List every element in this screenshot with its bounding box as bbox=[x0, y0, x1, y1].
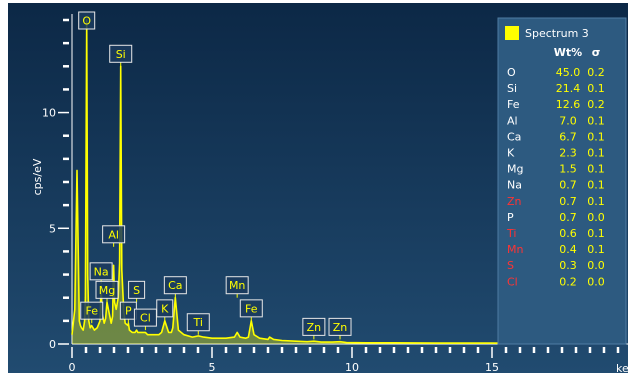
peak-label: Ca bbox=[168, 279, 182, 292]
spectrum-line bbox=[71, 19, 604, 345]
legend-element: O bbox=[507, 66, 516, 79]
peak-label-box bbox=[95, 280, 119, 299]
legend-wt: 12.6 bbox=[556, 98, 581, 111]
legend-sigma: 0.1 bbox=[587, 147, 605, 160]
legend-sigma: 0.1 bbox=[587, 130, 605, 143]
peak-label-box bbox=[109, 44, 133, 63]
peak-label: Cl bbox=[140, 312, 151, 325]
legend-series-name: Spectrum 3 bbox=[525, 27, 589, 40]
peak-label: K bbox=[161, 302, 169, 315]
peak-label-box bbox=[78, 11, 96, 30]
x-tick-label: 15 bbox=[485, 361, 499, 374]
legend-element: Mg bbox=[507, 163, 523, 176]
legend-element: Ca bbox=[507, 130, 521, 143]
peak-label: S bbox=[133, 284, 140, 297]
series-group bbox=[71, 19, 604, 345]
peak-label-box bbox=[128, 280, 146, 299]
peak-label-box bbox=[239, 299, 263, 318]
peak-label-box bbox=[89, 262, 113, 281]
legend-element: Mn bbox=[507, 243, 523, 256]
y-tick-label: 0 bbox=[49, 338, 56, 351]
legend-wt: 0.7 bbox=[559, 195, 577, 208]
legend-swatch bbox=[505, 26, 519, 40]
peak-label-box bbox=[156, 299, 174, 318]
peak-label: Si bbox=[116, 48, 126, 61]
peak-label-box bbox=[133, 308, 157, 327]
legend-sigma: 0.1 bbox=[587, 114, 605, 127]
legend-wt: 1.5 bbox=[559, 163, 577, 176]
peak-label: Mn bbox=[229, 279, 245, 292]
legend-wt: 7.0 bbox=[559, 114, 577, 127]
legend-sigma: 0.1 bbox=[587, 195, 605, 208]
legend: Spectrum 3 Wt% σ O 45.0 0.2 Si 21.4 0.1 Fe 12.6… bbox=[497, 17, 627, 345]
legend-element: Zn bbox=[507, 195, 522, 208]
legend-element: P bbox=[507, 211, 514, 224]
legend-sigma: 0.2 bbox=[587, 66, 605, 79]
legend-wt: 0.4 bbox=[559, 243, 577, 256]
peak-label: Ti bbox=[193, 316, 203, 329]
peak-label-box bbox=[302, 317, 326, 336]
x-axis: 0 5 10 15 bbox=[69, 343, 630, 374]
x-tick-label: 0 bbox=[69, 361, 76, 374]
legend-sigma: 0.0 bbox=[587, 211, 605, 224]
legend-sigma: 0.2 bbox=[587, 98, 605, 111]
x-axis-label: keV bbox=[616, 362, 630, 375]
y-axis: 0 5 10 bbox=[42, 14, 73, 351]
legend-wt: 45.0 bbox=[556, 66, 581, 79]
legend-col-wt: Wt% bbox=[554, 46, 582, 59]
legend-wt: 0.7 bbox=[559, 211, 577, 224]
legend-sigma: 0.1 bbox=[587, 179, 605, 192]
legend-sigma: 0.1 bbox=[587, 243, 605, 256]
legend-element: Al bbox=[507, 114, 518, 127]
legend-element: K bbox=[507, 147, 515, 160]
peak-label-box bbox=[328, 317, 352, 336]
peak-label: Fe bbox=[245, 302, 258, 315]
peak-label: Na bbox=[94, 265, 109, 278]
legend-sigma: 0.0 bbox=[587, 259, 605, 272]
peak-label: Al bbox=[108, 228, 119, 241]
x-tick-label: 10 bbox=[345, 361, 359, 374]
legend-wt: 0.6 bbox=[559, 227, 577, 240]
peak-label-box bbox=[186, 313, 210, 332]
legend-wt: 6.7 bbox=[559, 130, 577, 143]
legend-element: S bbox=[507, 259, 514, 272]
y-axis-label: cps/eV bbox=[31, 158, 44, 195]
peak-label: Mg bbox=[99, 284, 115, 297]
peak-label-box bbox=[225, 276, 249, 295]
peak-label-box bbox=[80, 301, 104, 320]
y-tick-label: 5 bbox=[49, 222, 56, 235]
legend-wt: 0.2 bbox=[559, 275, 577, 288]
legend-element: Ti bbox=[506, 227, 516, 240]
legend-sigma: 0.1 bbox=[587, 227, 605, 240]
legend-wt: 0.3 bbox=[559, 259, 577, 272]
legend-wt: 2.3 bbox=[559, 147, 577, 160]
legend-element: Cl bbox=[507, 275, 518, 288]
legend-element: Si bbox=[507, 82, 517, 95]
peak-label: Fe bbox=[85, 305, 98, 318]
legend-wt: 21.4 bbox=[556, 82, 581, 95]
legend-element: Na bbox=[507, 179, 522, 192]
legend-sigma: 0.1 bbox=[587, 82, 605, 95]
x-tick-label: 5 bbox=[209, 361, 216, 374]
legend-sigma: 0.0 bbox=[587, 275, 605, 288]
legend-wt: 0.7 bbox=[559, 179, 577, 192]
peak-label-box bbox=[102, 225, 126, 244]
peak-label: O bbox=[82, 15, 91, 28]
peak-label-box bbox=[163, 276, 187, 295]
y-tick-label: 10 bbox=[42, 107, 56, 120]
peak-label: P bbox=[125, 305, 132, 318]
peak-label: Zn bbox=[307, 321, 322, 334]
peak-label: Zn bbox=[333, 321, 348, 334]
legend-sigma: 0.1 bbox=[587, 163, 605, 176]
legend-element: Fe bbox=[507, 98, 520, 111]
legend-background bbox=[497, 17, 627, 345]
legend-col-sigma: σ bbox=[592, 46, 601, 59]
